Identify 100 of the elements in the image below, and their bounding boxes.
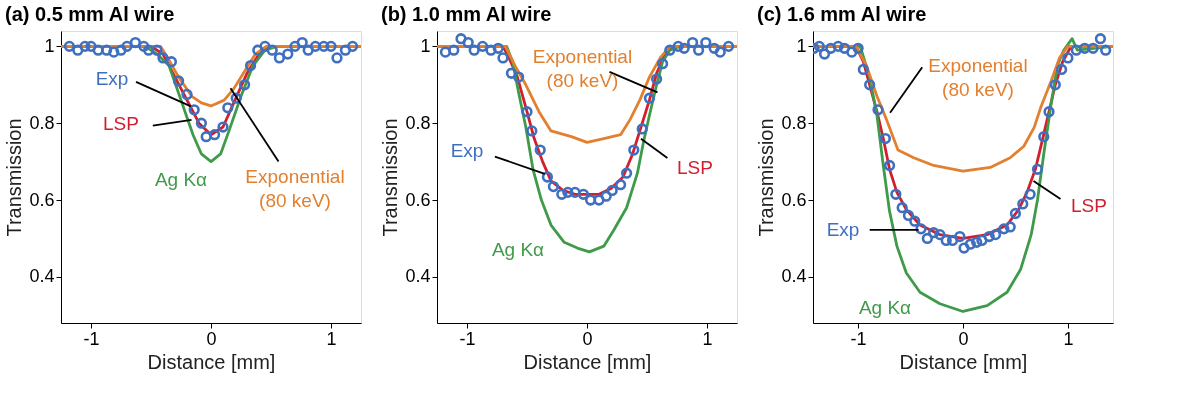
point [915,223,927,235]
point [455,33,467,45]
point [181,88,193,101]
point [238,79,251,91]
point [318,40,330,52]
point [138,40,150,52]
series-label: Ag Kα [154,168,208,190]
point [92,44,104,56]
point [1049,79,1061,91]
point [577,188,590,200]
point [656,58,669,70]
point [497,52,509,64]
point [100,44,113,56]
point [439,46,452,58]
x-tick-label: 1 [702,328,713,349]
point [151,44,163,56]
point [846,46,858,58]
x-tick-label: 1 [1063,328,1074,349]
chart-title: (b) 1.0 mm Al wire [380,3,552,25]
y-tick-label: 0.6 [405,189,431,210]
point [188,104,200,116]
y-tick-label: 0.4 [405,266,431,287]
x-tick-label: 0 [582,328,593,349]
point [165,56,178,68]
point [547,180,560,193]
point [325,40,337,52]
point [222,102,234,114]
point [485,44,497,56]
x-axis-title: Distance [mm] [899,350,1028,373]
point [266,44,278,56]
point [172,75,185,87]
chart-title: (c) 1.6 mm Al wire [756,3,927,25]
point [526,125,538,137]
point [971,236,983,248]
point [1024,188,1036,200]
point [521,106,533,118]
point [79,40,91,52]
point [296,36,308,49]
x-tick-label: -1 [459,328,476,349]
point [976,234,988,247]
point [628,144,640,156]
x-tick-label: 1 [326,328,337,349]
point [958,242,970,254]
y-tick-label: 0.8 [781,112,807,133]
point [1031,163,1044,175]
point [650,73,663,85]
point [259,40,271,52]
point [339,44,352,56]
y-tick-label: 0.4 [781,266,807,287]
point [309,40,322,52]
x-axis-title: Distance [mm] [523,350,652,373]
text: LSP [103,113,139,135]
point [63,40,76,52]
point [1062,52,1074,64]
point [643,92,656,104]
chart-title: (a) 0.5 mm Al wire [4,3,175,25]
point [664,44,676,56]
point [1038,131,1050,143]
point [108,46,120,58]
point [1079,42,1091,54]
point [195,117,208,129]
point [857,63,869,76]
x-tick-label: -1 [83,328,100,349]
point [1070,44,1082,56]
point [852,42,864,54]
point [1017,198,1029,210]
point [1009,207,1022,220]
point [1055,63,1068,76]
point [902,209,915,222]
text: LSP [677,157,713,179]
point [157,52,169,64]
y-tick-label: 1 [44,35,55,56]
y-tick-label: 1 [796,35,807,56]
point [954,230,966,243]
point [864,79,876,91]
point [872,104,884,116]
text: Exp [450,139,484,161]
point [244,59,257,72]
point [448,44,460,56]
point [273,52,286,64]
point [129,36,142,49]
y-axis-title: Transmission [755,118,778,237]
y-tick-label: 0.8 [29,112,55,133]
point [600,190,612,202]
point [928,227,940,239]
y-tick-label: 1 [420,35,431,56]
point [1043,106,1055,118]
point [505,67,518,79]
point [614,179,627,191]
point [825,42,837,54]
point [476,40,489,52]
point [85,40,97,52]
point [620,167,633,179]
point [708,42,720,54]
series-label: Ag Kα [858,297,912,319]
point [534,144,546,156]
text: Exp [826,218,860,240]
series-label: Exponential (80 keV) [928,55,1028,101]
point [492,42,504,54]
point [896,202,908,214]
